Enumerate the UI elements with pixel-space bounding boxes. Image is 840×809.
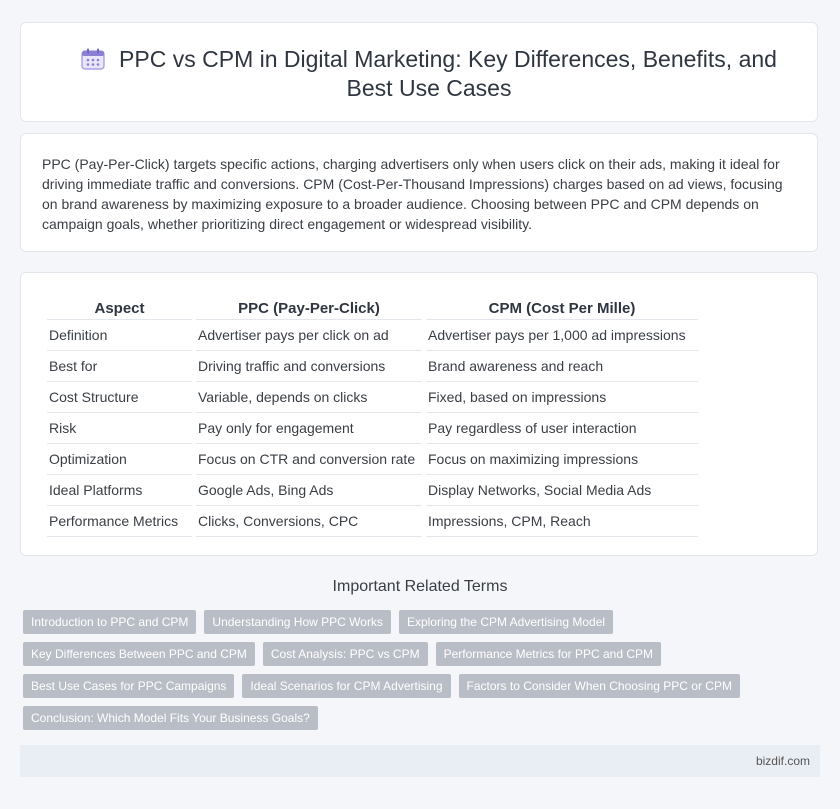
related-term-link[interactable]: Performance Metrics for PPC and CPM [435, 642, 662, 666]
table-cell: Advertiser pays per 1,000 ad impressions [426, 320, 698, 351]
related-terms-row: Key Differences Between PPC and CPM Cost… [23, 642, 803, 674]
comparison-card: Aspect PPC (Pay-Per-Click) CPM (Cost Per… [20, 272, 818, 556]
table-cell: Driving traffic and conversions [196, 351, 422, 382]
summary-text: PPC (Pay-Per-Click) targets specific act… [42, 156, 783, 232]
column-header-aspect: Aspect [47, 295, 192, 320]
comparison-table: Aspect PPC (Pay-Per-Click) CPM (Cost Per… [43, 295, 702, 537]
table-cell: Impressions, CPM, Reach [426, 506, 698, 537]
related-term-link[interactable]: Ideal Scenarios for CPM Advertising [242, 674, 451, 698]
related-terms-row: Introduction to PPC and CPM Understandin… [23, 610, 803, 642]
summary-card: PPC (Pay-Per-Click) targets specific act… [20, 133, 818, 252]
table-row: Ideal Platforms Google Ads, Bing Ads Dis… [47, 475, 698, 506]
table-cell: Performance Metrics [47, 506, 192, 537]
table-header-row: Aspect PPC (Pay-Per-Click) CPM (Cost Per… [47, 295, 698, 320]
table-cell: Definition [47, 320, 192, 351]
column-header-ppc: PPC (Pay-Per-Click) [196, 295, 422, 320]
footer-site-link[interactable]: bizdif.com [755, 754, 810, 768]
table-cell: Pay only for engagement [196, 413, 422, 444]
table-row: Risk Pay only for engagement Pay regardl… [47, 413, 698, 444]
table-cell: Focus on maximizing impressions [426, 444, 698, 475]
calendar-icon [81, 48, 105, 70]
table-cell: Advertiser pays per click on ad [196, 320, 422, 351]
related-terms-row: Conclusion: Which Model Fits Your Busine… [23, 706, 803, 738]
related-term-link[interactable]: Introduction to PPC and CPM [23, 610, 197, 634]
table-row: Optimization Focus on CTR and conversion… [47, 444, 698, 475]
table-cell: Fixed, based on impressions [426, 382, 698, 413]
related-term-link[interactable]: Cost Analysis: PPC vs CPM [262, 642, 428, 666]
page-title-block: PPC vs CPM in Digital Marketing: Key Dif… [71, 45, 787, 103]
table-cell: Google Ads, Bing Ads [196, 475, 422, 506]
column-header-cpm: CPM (Cost Per Mille) [426, 295, 698, 320]
table-cell: Variable, depends on clicks [196, 382, 422, 413]
page-title: PPC vs CPM in Digital Marketing: Key Dif… [119, 46, 777, 101]
table-cell: Optimization [47, 444, 192, 475]
title-card: PPC vs CPM in Digital Marketing: Key Dif… [20, 22, 818, 122]
table-cell: Focus on CTR and conversion rate [196, 444, 422, 475]
related-term-link[interactable]: Factors to Consider When Choosing PPC or… [458, 674, 740, 698]
table-cell: Pay regardless of user interaction [426, 413, 698, 444]
related-terms-title: Important Related Terms [332, 578, 508, 595]
footer: bizdif.com [20, 745, 820, 777]
table-row: Best for Driving traffic and conversions… [47, 351, 698, 382]
related-term-link[interactable]: Conclusion: Which Model Fits Your Busine… [23, 706, 318, 730]
related-term-link[interactable]: Best Use Cases for PPC Campaigns [23, 674, 235, 698]
table-row: Definition Advertiser pays per click on … [47, 320, 698, 351]
table-cell: Ideal Platforms [47, 475, 192, 506]
related-term-link[interactable]: Key Differences Between PPC and CPM [23, 642, 255, 666]
table-row: Cost Structure Variable, depends on clic… [47, 382, 698, 413]
table-cell: Display Networks, Social Media Ads [426, 475, 698, 506]
table-cell: Brand awareness and reach [426, 351, 698, 382]
related-terms-list: Introduction to PPC and CPM Understandin… [23, 610, 803, 738]
table-cell: Risk [47, 413, 192, 444]
related-term-link[interactable]: Understanding How PPC Works [204, 610, 391, 634]
table-cell: Best for [47, 351, 192, 382]
table-cell: Cost Structure [47, 382, 192, 413]
related-term-link[interactable]: Exploring the CPM Advertising Model [398, 610, 614, 634]
table-cell: Clicks, Conversions, CPC [196, 506, 422, 537]
table-row: Performance Metrics Clicks, Conversions,… [47, 506, 698, 537]
related-terms-row: Best Use Cases for PPC Campaigns Ideal S… [23, 674, 803, 706]
